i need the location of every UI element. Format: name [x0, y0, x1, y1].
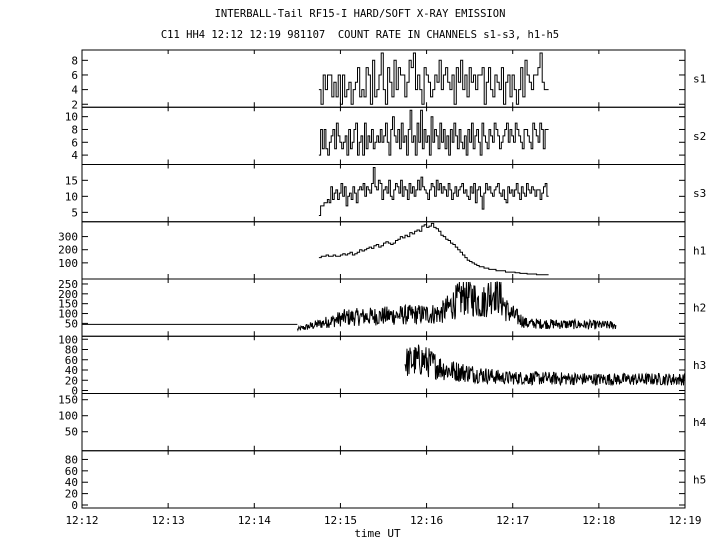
channel-label-h2: h2 — [693, 302, 706, 315]
panel-frame-h1 — [81, 221, 686, 280]
y-tick-label: 8 — [71, 123, 78, 136]
y-tick-label: 50 — [65, 426, 78, 439]
y-tick-label: 80 — [65, 344, 78, 357]
channel-label-s2: s2 — [693, 130, 706, 143]
panel-frame-h3 — [81, 335, 686, 394]
y-tick-label: 100 — [58, 410, 78, 423]
y-tick-label: 6 — [71, 136, 78, 149]
channel-label-h4: h4 — [693, 416, 707, 429]
y-tick-label: 40 — [65, 476, 78, 489]
y-tick-label: 150 — [58, 394, 78, 407]
chart-title: INTERBALL-Tail RF15-I HARD/SOFT X-RAY EM… — [214, 8, 506, 20]
y-tick-label: 5 — [71, 206, 78, 219]
series-line-h2 — [296, 281, 617, 332]
y-tick-label: 40 — [65, 364, 78, 377]
y-tick-label: 200 — [58, 288, 78, 301]
y-tick-label: 60 — [65, 354, 78, 367]
series-line-h3 — [404, 344, 685, 387]
y-tick-label: 4 — [71, 149, 78, 162]
y-tick-label: 20 — [65, 488, 78, 501]
y-tick-label: 300 — [58, 231, 78, 244]
y-tick-label: 100 — [58, 257, 78, 270]
y-tick-label: 100 — [58, 308, 78, 321]
channel-label-h1: h1 — [693, 244, 706, 257]
y-tick-label: 100 — [58, 333, 78, 346]
y-tick-label: 50 — [65, 317, 78, 330]
channel-label-s3: s3 — [693, 187, 706, 200]
y-tick-label: 6 — [71, 69, 78, 82]
y-tick-label: 60 — [65, 465, 78, 478]
x-tick-label: 12:15 — [324, 514, 357, 527]
y-tick-label: 20 — [65, 374, 78, 387]
x-tick-label: 12:14 — [238, 514, 271, 527]
y-tick-label: 150 — [58, 298, 78, 311]
x-tick-label: 12:19 — [668, 514, 701, 527]
x-axis-label: time UT — [354, 527, 401, 540]
x-tick-label: 12:16 — [410, 514, 443, 527]
y-tick-label: 80 — [65, 453, 78, 466]
series-line-s1 — [318, 52, 549, 105]
x-tick-label: 12:18 — [582, 514, 615, 527]
y-tick-label: 10 — [65, 111, 78, 124]
channel-label-h5: h5 — [693, 473, 706, 486]
x-tick-label: 12:13 — [152, 514, 185, 527]
chart-subtitle: C11 HH4 12:12 12:19 981107 COUNT RATE IN… — [160, 29, 560, 41]
y-tick-label: 0 — [71, 499, 78, 512]
series-line-s2 — [318, 109, 549, 156]
y-tick-label: 15 — [65, 174, 78, 187]
y-tick-label: 0 — [71, 385, 78, 398]
channel-label-s1: s1 — [693, 73, 706, 86]
y-tick-label: 4 — [71, 84, 78, 97]
x-tick-label: 12:12 — [65, 514, 98, 527]
y-tick-label: 8 — [71, 54, 78, 67]
channel-label-h3: h3 — [693, 359, 706, 372]
x-tick-label: 12:17 — [496, 514, 529, 527]
y-tick-label: 250 — [58, 278, 78, 291]
series-line-h1 — [318, 222, 549, 276]
panel-frame-h4 — [81, 393, 686, 452]
y-tick-label: 200 — [58, 244, 78, 257]
y-tick-label: 10 — [65, 190, 78, 203]
panel-frame-h5 — [81, 450, 686, 509]
y-tick-label: 2 — [71, 98, 78, 111]
series-line-s3 — [318, 167, 549, 216]
